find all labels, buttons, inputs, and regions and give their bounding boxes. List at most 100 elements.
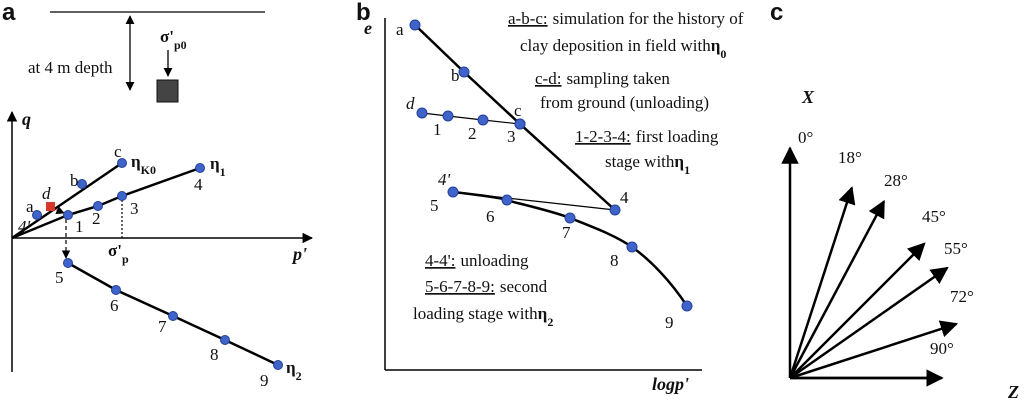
x-axis-label: p' bbox=[291, 244, 307, 264]
point-label: 9 bbox=[260, 371, 269, 390]
note-key: c-d: bbox=[535, 69, 561, 88]
point-label: c bbox=[114, 142, 122, 161]
angle-label: 0° bbox=[798, 128, 813, 147]
note-symbol: η bbox=[538, 304, 548, 323]
point-label: 2 bbox=[468, 124, 477, 143]
state-point bbox=[442, 110, 454, 122]
depth-note: at 4 m depth bbox=[28, 58, 113, 77]
note-text: simulation for the history of bbox=[553, 9, 744, 28]
note-text: first loading bbox=[636, 127, 719, 146]
state-point bbox=[32, 210, 42, 220]
note-text: stage with bbox=[605, 152, 675, 171]
state-point bbox=[220, 335, 230, 345]
state-point bbox=[117, 191, 127, 201]
point-label: 5 bbox=[430, 196, 439, 215]
state-point bbox=[681, 300, 693, 312]
state-point bbox=[477, 114, 489, 126]
point-label: a bbox=[26, 197, 34, 216]
x-axis-label: Z bbox=[1007, 382, 1019, 402]
eta1-label-subscript: 1 bbox=[220, 165, 226, 179]
point-label: 3 bbox=[507, 127, 516, 146]
x-axis-label: logp' bbox=[652, 374, 689, 394]
sampling-line bbox=[421, 112, 521, 125]
note-text: sampling taken bbox=[566, 69, 670, 88]
state-point bbox=[564, 212, 576, 224]
note-text: second bbox=[500, 277, 548, 296]
state-point bbox=[514, 118, 526, 130]
point-label: c bbox=[514, 101, 522, 120]
angle-label: 55° bbox=[944, 239, 968, 258]
panel-label: b bbox=[356, 0, 371, 26]
state-point bbox=[416, 107, 428, 119]
note-line: 5-6-7-8-9: second bbox=[425, 277, 548, 296]
state-point bbox=[168, 311, 178, 321]
y-axis-label: X bbox=[801, 87, 815, 107]
k0-label: ηK0 bbox=[131, 152, 156, 177]
state-point bbox=[458, 66, 470, 78]
point-label: a bbox=[396, 20, 404, 39]
note-line: 1-2-3-4: first loading bbox=[575, 127, 719, 146]
panel-label: a bbox=[2, 0, 16, 26]
angle-label: 28° bbox=[884, 171, 908, 190]
y-axis-label: e bbox=[364, 18, 372, 38]
note-symbol: η bbox=[711, 36, 721, 55]
note-line: a-b-c: simulation for the history of bbox=[508, 9, 744, 28]
sample-point bbox=[46, 202, 55, 211]
note-symbol: η bbox=[674, 152, 684, 171]
note-line: clay deposition in field withη0 bbox=[520, 36, 726, 61]
note-text: clay deposition in field with bbox=[520, 36, 711, 55]
note-line: 4-4': unloading bbox=[425, 251, 529, 270]
stress-label-subscript: p0 bbox=[174, 38, 187, 52]
angle-label: 72° bbox=[950, 287, 974, 306]
point-label: d bbox=[42, 184, 51, 203]
state-point bbox=[195, 163, 205, 173]
point-label: 2 bbox=[92, 209, 101, 228]
state-point bbox=[501, 194, 513, 206]
direction-arrow bbox=[789, 242, 926, 379]
point-label: 7 bbox=[562, 223, 571, 242]
state-point bbox=[111, 285, 121, 295]
angle-label: 90° bbox=[930, 339, 954, 358]
direction-arrow bbox=[788, 199, 885, 379]
point-label: 4' bbox=[18, 217, 31, 236]
soil-element bbox=[156, 79, 179, 103]
point-label: 7 bbox=[158, 317, 167, 336]
direction-arrow bbox=[789, 266, 949, 380]
state-point bbox=[447, 186, 459, 198]
point-label: 4 bbox=[194, 175, 203, 194]
state-point bbox=[63, 210, 73, 220]
point-label: 6 bbox=[110, 296, 119, 315]
note-key: 4-4': bbox=[425, 251, 455, 270]
state-point bbox=[409, 19, 421, 31]
note-line: c-d: sampling taken bbox=[535, 69, 670, 88]
point-label: 1 bbox=[75, 217, 84, 236]
note-text: from ground (unloading) bbox=[540, 93, 709, 112]
note-subscript: 1 bbox=[684, 163, 690, 177]
note-key: 5-6-7-8-9: bbox=[425, 277, 495, 296]
point-label: 8 bbox=[610, 251, 619, 270]
state-point bbox=[609, 204, 621, 216]
note-text: unloading bbox=[460, 251, 528, 270]
preconsolidation-label: σ'p bbox=[108, 241, 129, 266]
direction-arrow bbox=[789, 320, 959, 380]
angle-label: 45° bbox=[922, 207, 946, 226]
state-point bbox=[93, 201, 103, 211]
point-label: 4' bbox=[438, 170, 451, 189]
point-label: b bbox=[451, 66, 460, 85]
state-point bbox=[77, 179, 87, 189]
k0-label-symbol: η bbox=[131, 152, 141, 171]
angle-label: 18° bbox=[838, 148, 862, 167]
eta1-label-symbol: η bbox=[210, 154, 220, 173]
stress-label-symbol: σ' bbox=[160, 27, 174, 46]
direction-arrow bbox=[788, 186, 856, 379]
panel-label: c bbox=[770, 0, 783, 26]
note-key: 1-2-3-4: bbox=[575, 127, 631, 146]
note-line: loading stage withη2 bbox=[413, 304, 553, 329]
point-label: 8 bbox=[210, 345, 219, 364]
y-axis-label: q bbox=[22, 109, 31, 129]
note-line: stage withη1 bbox=[605, 152, 690, 177]
eta2-label-subscript: 2 bbox=[296, 369, 302, 383]
eta1-line bbox=[11, 166, 201, 240]
